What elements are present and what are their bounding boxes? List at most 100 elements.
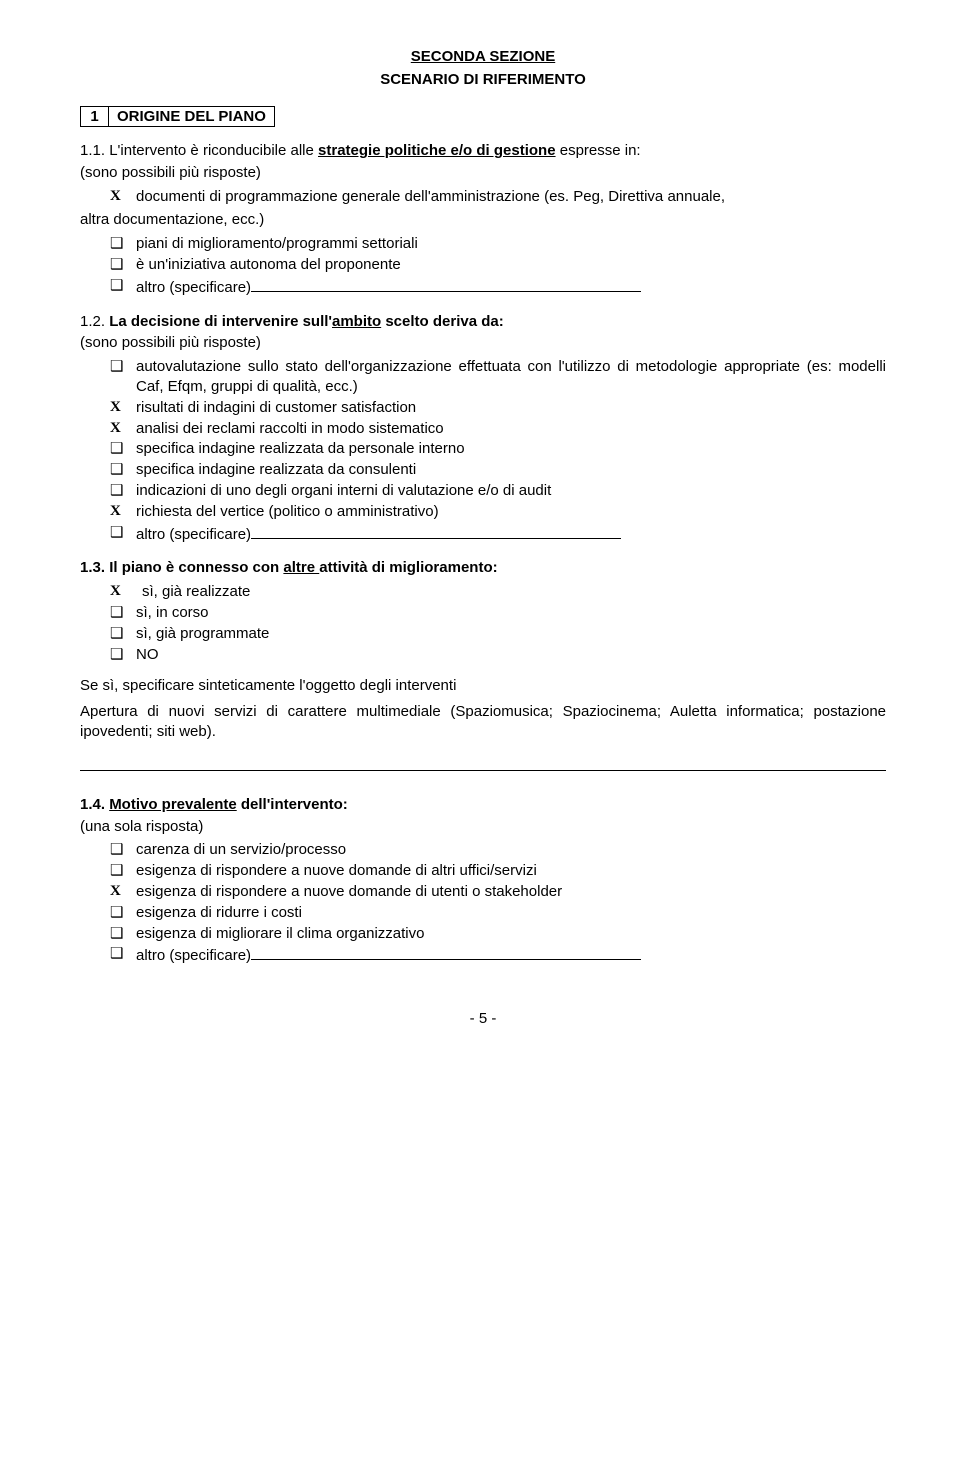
box-marker: ❑ <box>110 944 130 964</box>
item-text: altro (specificare) <box>136 526 251 543</box>
item-text: specifica indagine realizzata da consule… <box>136 461 416 478</box>
item-text: NO <box>136 646 159 663</box>
box-marker: ❑ <box>110 234 130 254</box>
q13-answer: Apertura di nuovi servizi di carattere m… <box>80 702 886 742</box>
box-marker: ❑ <box>110 861 130 881</box>
item-text: documenti di programmazione generale del… <box>136 188 725 205</box>
scenario-title: SCENARIO DI RIFERIMENTO <box>80 71 886 88</box>
item-text: altro (specificare) <box>136 279 251 296</box>
q14-question: 1.4. Motivo prevalente dell'intervento: … <box>80 795 886 837</box>
item-text: sì, in corso <box>136 604 209 621</box>
q12-question: 1.2. La decisione di intervenire sull'am… <box>80 312 886 354</box>
q13-tail: attività di miglioramento: <box>319 559 497 576</box>
list-item: ❑ NO <box>110 645 886 665</box>
item-text: analisi dei reclami raccolti in modo sis… <box>136 420 444 437</box>
list-item: ❑ altro (specificare) <box>110 944 886 966</box>
q14-num: 1.4. <box>80 796 109 813</box>
page-number: - 5 - <box>80 1010 886 1027</box>
list-item: Xanalisi dei reclami raccolti in modo si… <box>110 419 886 439</box>
list-item: Xesigenza di rispondere a nuove domande … <box>110 882 886 902</box>
q13-followup: Se sì, specificare sinteticamente l'ogge… <box>80 676 886 696</box>
x-marker: X <box>110 882 130 902</box>
q11-under: strategie politiche e/o di gestione <box>318 142 556 159</box>
x-marker: X <box>110 419 130 439</box>
q11-lead: L'intervento è riconducibile alle <box>109 142 318 159</box>
q11-list: X documenti di programmazione generale d… <box>80 187 886 207</box>
box-marker: ❑ <box>110 460 130 480</box>
origin-num-cell: 1 <box>80 106 109 127</box>
underline-fill <box>251 944 641 960</box>
list-item: ❑ specifica indagine realizzata da person… <box>110 439 886 459</box>
box-marker: ❑ <box>110 481 130 501</box>
item-text: carenza di un servizio/processo <box>136 841 346 858</box>
item-text: richiesta del vertice (politico o ammini… <box>136 503 439 520</box>
list-item: ❑ carenza di un servizio/processo <box>110 840 886 860</box>
q13-list: Xsì, già realizzate ❑ sì, in corso ❑ sì, g… <box>110 582 886 664</box>
box-marker: ❑ <box>110 255 130 275</box>
q11-tail: espresse in: <box>556 142 641 159</box>
q14-note: (una sola risposta) <box>80 817 886 837</box>
q13-num: 1.3. <box>80 559 109 576</box>
item-text: esigenza di ridurre i costi <box>136 904 302 921</box>
q12-lead: La decisione di intervenire sull' <box>109 313 332 330</box>
list-item: ❑ altro (specificare) <box>110 523 886 545</box>
item-text: risultati di indagini di customer satisf… <box>136 399 416 416</box>
item-text: altro (specificare) <box>136 947 251 964</box>
q12-num: 1.2. <box>80 313 109 330</box>
list-item: ❑esigenza di migliorare il clima organiz… <box>110 924 886 944</box>
q13-lead: Il piano è connesso con <box>109 559 283 576</box>
x-marker: X <box>110 398 130 418</box>
box-marker: ❑ <box>110 903 130 923</box>
q13-question: 1.3. Il piano è connesso con altre attiv… <box>80 558 886 578</box>
underline-fill <box>251 276 641 292</box>
box-marker: ❑ <box>110 924 130 944</box>
box-marker: ❑ <box>110 624 130 644</box>
box-marker: ❑ <box>110 439 130 459</box>
item-text: sì, già programmate <box>136 625 269 642</box>
q14-lead: Motivo prevalente <box>109 796 237 813</box>
item-text: indicazioni di uno degli organi interni … <box>136 482 551 499</box>
list-item: ❑ piani di miglioramento/programmi settor… <box>110 234 886 254</box>
item-text: è un'iniziativa autonoma del proponente <box>136 256 401 273</box>
x-marker: X <box>110 582 130 602</box>
divider-line <box>80 770 886 771</box>
item-text: autovalutazione sullo stato dell'organiz… <box>136 358 886 395</box>
x-marker: X <box>110 502 130 522</box>
list-item: Xrisultati di indagini di customer satis… <box>110 398 886 418</box>
box-marker: ❑ <box>110 276 130 296</box>
origin-table-row: 1 ORIGINE DEL PIANO <box>80 106 886 127</box>
list-item: ❑ altro (specificare) <box>110 276 886 298</box>
list-item: ❑ sì, già programmate <box>110 624 886 644</box>
q11-question: 1.1. L'intervento è riconducibile alle s… <box>80 141 886 183</box>
list-item: ❑ è un'iniziativa autonoma del proponente <box>110 255 886 275</box>
box-marker: ❑ <box>110 645 130 665</box>
box-marker: ❑ <box>110 357 130 377</box>
list-item: ❑ autovalutazione sullo stato dell'organi… <box>110 357 886 397</box>
underline-fill <box>251 523 621 539</box>
q11-num: 1.1. <box>80 142 109 159</box>
item-text: sì, già realizzate <box>136 583 250 600</box>
q14-list: ❑carenza di un servizio/processo ❑esigen… <box>110 840 886 966</box>
box-marker: ❑ <box>110 840 130 860</box>
list-item: Xsì, già realizzate <box>110 582 886 602</box>
q12-list: ❑ autovalutazione sullo stato dell'organi… <box>110 357 886 544</box>
list-item: ❑ specifica indagine realizzata da consul… <box>110 460 886 480</box>
q11-note: (sono possibili più risposte) <box>80 163 886 183</box>
item-text: piani di miglioramento/programmi settori… <box>136 235 418 252</box>
q11-list-b: ❑ piani di miglioramento/programmi settor… <box>110 234 886 297</box>
x-marker: X <box>110 187 130 207</box>
list-item: Xrichiesta del vertice (politico o ammin… <box>110 502 886 522</box>
item-text: esigenza di rispondere a nuove domande d… <box>136 862 537 879</box>
q11-item0-line2: altra documentazione, ecc.) <box>80 210 886 230</box>
origin-title-cell: ORIGINE DEL PIANO <box>109 106 275 127</box>
list-item: ❑ esigenza di ridurre i costi <box>110 903 886 923</box>
q12-note: (sono possibili più risposte) <box>80 333 886 353</box>
list-item: ❑ esigenza di rispondere a nuove domande … <box>110 861 886 881</box>
q14-tail: dell'intervento: <box>237 796 348 813</box>
item-text: specifica indagine realizzata da persona… <box>136 440 465 457</box>
q12-tail: scelto deriva da: <box>381 313 504 330</box>
box-marker: ❑ <box>110 523 130 543</box>
q12-under: ambito <box>332 313 381 330</box>
list-item: ❑ sì, in corso <box>110 603 886 623</box>
box-marker: ❑ <box>110 603 130 623</box>
